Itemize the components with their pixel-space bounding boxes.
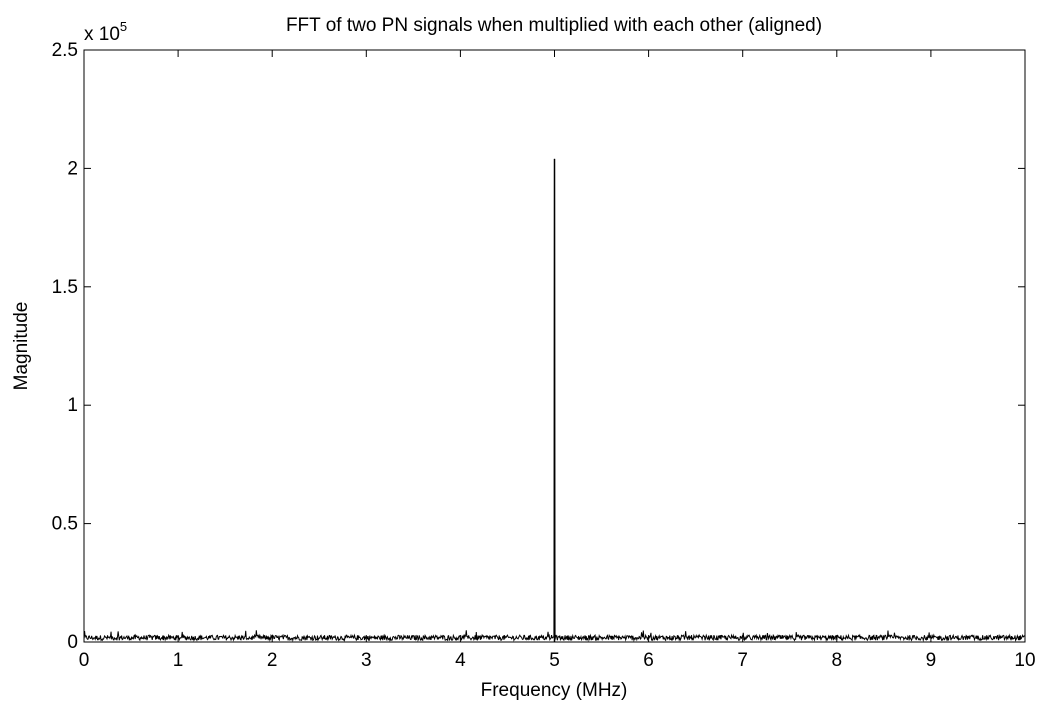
x-axis-label: Frequency (MHz): [481, 680, 628, 701]
y-tick-label: 1: [67, 395, 78, 416]
series-layer: [83, 158, 1026, 643]
y-tick-label: 0.5: [52, 514, 78, 535]
y-multiplier-base: x 10: [84, 24, 120, 45]
x-tick-label: 1: [173, 650, 184, 671]
x-tick-label: 10: [1014, 650, 1035, 671]
x-tick-label: 6: [643, 650, 654, 671]
y-multiplier-exponent: 5: [120, 19, 127, 34]
x-tick-label: 8: [832, 650, 843, 671]
x-tick-label: 2: [267, 650, 278, 671]
x-tick-label: 9: [926, 650, 937, 671]
x-tick-label: 0: [79, 650, 90, 671]
x-tick-label: 3: [361, 650, 372, 671]
x-tick-label: 7: [737, 650, 748, 671]
y-tick-label: 0: [67, 632, 78, 653]
x-ticks: 0 1 2 3 4 5 6 7 8 9 10: [79, 50, 1036, 671]
x-tick-label: 5: [549, 650, 560, 671]
y-tick-label: 2: [67, 158, 78, 179]
y-axis-label: Magnitude: [11, 302, 32, 391]
y-tick-label: 2.5: [52, 40, 78, 61]
x-tick-label: 4: [455, 650, 466, 671]
y-tick-label: 1.5: [52, 277, 78, 298]
y-multiplier-label: x 105: [84, 19, 127, 45]
chart-title: FFT of two PN signals when multiplied wi…: [286, 15, 822, 36]
y-ticks: 0 0.5 1 1.5 2 2.5: [52, 40, 1025, 653]
